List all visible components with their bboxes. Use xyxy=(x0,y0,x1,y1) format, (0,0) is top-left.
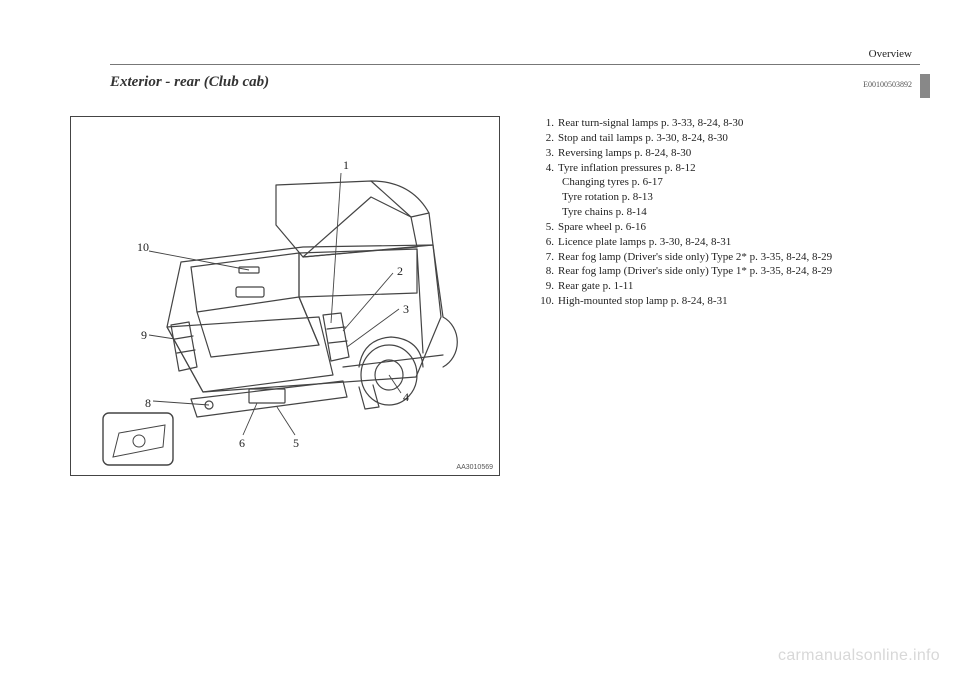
list-item: 7.Rear fog lamp (Driver's side only) Typ… xyxy=(540,250,920,265)
figure-id: AA3010569 xyxy=(456,464,493,471)
list-item: 2.Stop and tail lamps p. 3-30, 8-24, 8-3… xyxy=(540,131,920,146)
callout-5: 5 xyxy=(293,436,299,450)
section-title: Exterior - rear (Club cab) xyxy=(110,74,269,91)
list-item: 6.Licence plate lamps p. 3-30, 8-24, 8-3… xyxy=(540,235,920,250)
list-item: 4.Tyre inflation pressures p. 8-12 xyxy=(540,161,920,176)
list-subitem: Tyre chains p. 8-14 xyxy=(540,205,920,220)
list-item: 8.Rear fog lamp (Driver's side only) Typ… xyxy=(540,264,920,279)
list-item: 10.High-mounted stop lamp p. 8-24, 8-31 xyxy=(540,294,920,309)
list-item: 1.Rear turn-signal lamps p. 3-33, 8-24, … xyxy=(540,116,920,131)
callout-6: 6 xyxy=(239,436,245,450)
list-item: 9.Rear gate p. 1-11 xyxy=(540,279,920,294)
vehicle-illustration: 1 2 3 4 5 6 7 8 9 10 xyxy=(71,117,501,477)
callout-10: 10 xyxy=(137,240,149,254)
header-rule xyxy=(110,64,920,65)
callout-3: 3 xyxy=(403,302,409,316)
callout-1: 1 xyxy=(343,158,349,172)
exterior-rear-figure: 1 2 3 4 5 6 7 8 9 10 AA3010569 xyxy=(70,116,500,476)
watermark: carmanualsonline.info xyxy=(778,647,940,665)
callout-4: 4 xyxy=(403,390,409,404)
callout-2: 2 xyxy=(397,264,403,278)
callout-8: 8 xyxy=(145,396,151,410)
list-subitem: Tyre rotation p. 8-13 xyxy=(540,190,920,205)
header-category: Overview xyxy=(869,48,912,60)
callout-9: 9 xyxy=(141,328,147,342)
list-item: 5.Spare wheel p. 6-16 xyxy=(540,220,920,235)
side-tab xyxy=(920,74,930,98)
reference-list: 1.Rear turn-signal lamps p. 3-33, 8-24, … xyxy=(540,116,920,309)
list-subitem: Changing tyres p. 6-17 xyxy=(540,175,920,190)
section-code: E00100503892 xyxy=(863,80,912,89)
list-item: 3.Reversing lamps p. 8-24, 8-30 xyxy=(540,146,920,161)
